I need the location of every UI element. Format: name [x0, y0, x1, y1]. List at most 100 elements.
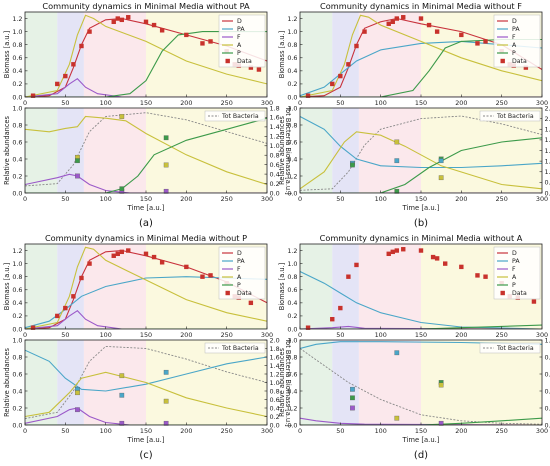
tot-bacteria-line	[300, 115, 542, 191]
data-point	[475, 41, 480, 46]
x-axis-label: Time [a.u.]	[127, 436, 165, 444]
data-point	[63, 305, 68, 311]
right-tick-label: 1.8	[545, 126, 550, 134]
series-line-p	[25, 117, 267, 193]
x-tick-label: 150	[415, 427, 427, 435]
y-tick-label: 1.0	[287, 260, 297, 268]
right-tick-label: 0.0	[545, 421, 550, 429]
phase-band	[300, 244, 333, 329]
y-tick-label: 1.2	[287, 15, 297, 23]
tot-legend: Tot Bacteria	[479, 110, 541, 122]
x-tick-label: 300	[261, 99, 273, 107]
y-axis-label: Biomass [a.u.]	[3, 31, 11, 78]
tot-legend: Tot Bacteria	[479, 342, 541, 354]
y-tick-label: 0.8	[12, 121, 22, 129]
data-point	[338, 305, 343, 311]
data-point	[418, 248, 424, 253]
legend-label: D	[512, 250, 517, 257]
phase-band	[25, 12, 58, 97]
data-point	[163, 162, 169, 168]
data-point	[350, 162, 355, 168]
y-axis-label: Biomass [a.u.]	[3, 263, 11, 310]
phase-band	[25, 244, 58, 329]
right-tick-label: 2.0	[545, 115, 550, 123]
right-tick-label: 0.4	[270, 170, 280, 178]
y-tick-label: 0.6	[287, 286, 297, 294]
data-point	[434, 256, 440, 261]
x-tick-label: 0	[298, 331, 302, 339]
top-plot: 0.0 0.2 0.4 0.6 0.8 1.0 1.2 0 50 100 150 200 250 300 B…	[3, 11, 273, 107]
x-tick-label: 0	[298, 195, 302, 203]
phase-band	[57, 244, 84, 329]
x-tick-label: 300	[536, 99, 548, 107]
y-tick-label: 1.0	[12, 28, 22, 36]
data-point	[126, 15, 131, 20]
data-point	[394, 350, 400, 356]
right-tick-label: 0.4	[270, 404, 280, 412]
x-tick-label: 150	[415, 331, 427, 339]
phase-band	[358, 340, 421, 425]
data-point	[394, 16, 399, 21]
legend-label: P	[512, 282, 516, 289]
data-point	[438, 420, 444, 426]
panel-letter: (b)	[414, 218, 428, 229]
data-point	[208, 273, 213, 278]
right-tick-label: 1.6	[270, 114, 280, 122]
tot-legend: Tot Bacteria	[204, 110, 266, 122]
series-line-d	[25, 17, 267, 97]
top-plot: 0.0 0.2 0.4 0.6 0.8 1.0 1.2 0 50 100 150 200 250 300 B…	[278, 243, 548, 339]
y-axis-label: Relative abundances	[3, 348, 11, 417]
data-point	[418, 16, 424, 21]
y-tick-label: 0.4	[287, 67, 297, 75]
x-tick-label: 0	[23, 331, 27, 339]
series-line-a	[300, 14, 542, 97]
legend-label: A	[237, 42, 242, 49]
x-tick-label: 250	[221, 195, 233, 203]
phase-band	[57, 340, 84, 425]
x-tick-label: 300	[536, 427, 548, 435]
right-tick-label: 0.8	[270, 152, 280, 160]
x-tick-label: 200	[180, 331, 192, 339]
phase-band	[25, 108, 58, 193]
series-line-pa	[300, 341, 542, 350]
tot-legend-box	[204, 342, 266, 354]
panel-3: Community dynamics in Minimal Media with…	[3, 233, 292, 461]
phase-band	[25, 340, 58, 425]
series-group	[25, 14, 267, 97]
y-tick-label: 0.6	[12, 286, 22, 294]
tot-legend-box	[479, 110, 541, 122]
phase-band	[300, 340, 333, 425]
legend-label: A	[512, 274, 517, 281]
y-tick-label: 0.6	[12, 138, 22, 146]
series-line-a	[25, 14, 267, 97]
data-point	[386, 21, 391, 26]
x-tick-label: 300	[536, 195, 548, 203]
y-tick-label: 0.2	[287, 80, 297, 88]
tot-bacteria-line	[25, 112, 267, 187]
y-tick-label: 0.4	[12, 299, 22, 307]
x-tick-label: 200	[455, 331, 467, 339]
x-tick-label: 0	[298, 427, 302, 435]
data-point	[119, 373, 125, 379]
panel-title: Community dynamics in Minimal Media with…	[320, 1, 522, 11]
x-tick-label: 250	[496, 195, 508, 203]
right-tick-label: 0.8	[270, 387, 280, 395]
data-point	[401, 247, 406, 252]
data-point	[386, 251, 391, 257]
right-tick-label: 1.0	[270, 379, 280, 387]
x-tick-label: 100	[100, 427, 112, 435]
x-tick-label: 150	[140, 331, 152, 339]
series-line-p	[300, 137, 542, 193]
legend-label: F	[512, 266, 516, 273]
panel-2: Community dynamics in Minimal Media with…	[278, 1, 550, 229]
data-point	[163, 420, 169, 426]
right-tick-label: 0.2	[270, 413, 280, 421]
y-tick-label: 0.4	[12, 387, 22, 395]
panel-letter: (a)	[139, 218, 153, 229]
legend-label: PA	[237, 26, 245, 33]
legend-label: PA	[237, 258, 245, 265]
x-tick-label: 50	[61, 331, 69, 339]
y-tick-label: 1.2	[287, 247, 297, 255]
data-point	[75, 173, 80, 179]
